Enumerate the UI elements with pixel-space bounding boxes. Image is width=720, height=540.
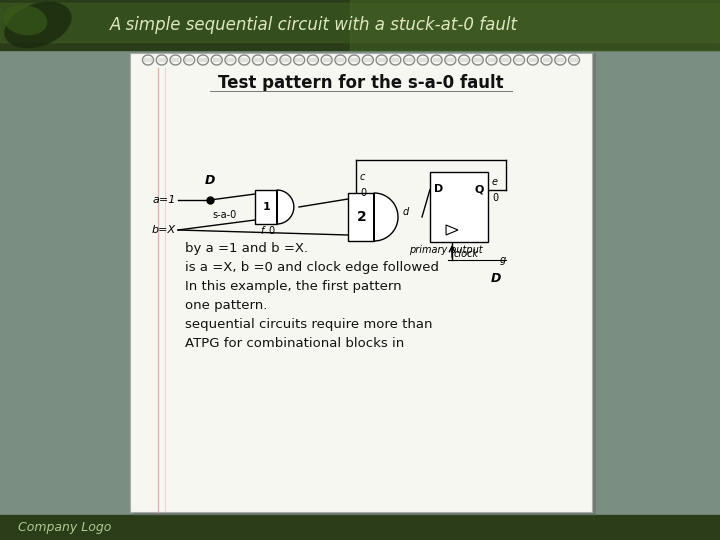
Text: f: f bbox=[260, 226, 264, 236]
Polygon shape bbox=[350, 58, 358, 62]
Text: 0: 0 bbox=[268, 226, 274, 236]
Text: g: g bbox=[500, 255, 506, 265]
Text: one pattern.: one pattern. bbox=[185, 299, 267, 312]
Text: is a =X, b =0 and clock edge followed: is a =X, b =0 and clock edge followed bbox=[185, 261, 439, 274]
Polygon shape bbox=[255, 190, 276, 224]
Polygon shape bbox=[158, 58, 166, 62]
Text: clock: clock bbox=[454, 249, 480, 259]
Text: 2: 2 bbox=[357, 210, 367, 224]
Polygon shape bbox=[374, 193, 398, 241]
Polygon shape bbox=[460, 58, 468, 62]
Polygon shape bbox=[134, 53, 596, 516]
Polygon shape bbox=[185, 58, 193, 62]
Text: Test pattern for the s-a-0 fault: Test pattern for the s-a-0 fault bbox=[218, 74, 504, 92]
Polygon shape bbox=[501, 58, 509, 62]
Polygon shape bbox=[212, 58, 221, 62]
Text: 0: 0 bbox=[360, 188, 366, 198]
Polygon shape bbox=[227, 58, 235, 62]
Text: 0: 0 bbox=[492, 193, 498, 203]
Polygon shape bbox=[309, 58, 317, 62]
Bar bbox=[430, 172, 488, 242]
Polygon shape bbox=[199, 58, 207, 62]
Polygon shape bbox=[282, 58, 289, 62]
Polygon shape bbox=[276, 190, 294, 224]
Text: D: D bbox=[491, 272, 501, 285]
Text: by a =1 and b =X.: by a =1 and b =X. bbox=[185, 242, 308, 255]
Polygon shape bbox=[515, 58, 523, 62]
Polygon shape bbox=[144, 58, 152, 62]
Text: A simple sequential circuit with a stuck-at-0 fault: A simple sequential circuit with a stuck… bbox=[110, 16, 518, 34]
Polygon shape bbox=[295, 58, 303, 62]
Text: D: D bbox=[204, 174, 215, 187]
Text: 1: 1 bbox=[263, 202, 271, 212]
Text: a=1: a=1 bbox=[153, 195, 176, 205]
Text: e: e bbox=[492, 177, 498, 187]
Ellipse shape bbox=[3, 5, 48, 35]
Text: primary output: primary output bbox=[410, 245, 483, 255]
Polygon shape bbox=[268, 58, 276, 62]
Polygon shape bbox=[487, 58, 495, 62]
Polygon shape bbox=[446, 58, 454, 62]
Text: b=X: b=X bbox=[152, 225, 176, 235]
Text: Q: Q bbox=[474, 185, 484, 194]
Polygon shape bbox=[171, 58, 179, 62]
Polygon shape bbox=[130, 53, 592, 512]
Polygon shape bbox=[254, 58, 262, 62]
Polygon shape bbox=[323, 58, 330, 62]
Text: d: d bbox=[403, 207, 409, 217]
Polygon shape bbox=[419, 58, 427, 62]
Text: c: c bbox=[360, 172, 365, 182]
Polygon shape bbox=[557, 58, 564, 62]
Polygon shape bbox=[528, 58, 537, 62]
Polygon shape bbox=[377, 58, 386, 62]
Polygon shape bbox=[336, 58, 344, 62]
Text: s-a-0: s-a-0 bbox=[212, 210, 236, 220]
Polygon shape bbox=[474, 58, 482, 62]
Polygon shape bbox=[240, 58, 248, 62]
Text: Company Logo: Company Logo bbox=[18, 522, 112, 535]
Text: D: D bbox=[434, 185, 444, 194]
Polygon shape bbox=[364, 58, 372, 62]
Text: ATPG for combinational blocks in: ATPG for combinational blocks in bbox=[185, 337, 404, 350]
Polygon shape bbox=[542, 58, 551, 62]
Text: sequential circuits require more than: sequential circuits require more than bbox=[185, 318, 433, 331]
Polygon shape bbox=[433, 58, 441, 62]
Polygon shape bbox=[348, 193, 374, 241]
Polygon shape bbox=[392, 58, 400, 62]
Polygon shape bbox=[405, 58, 413, 62]
Polygon shape bbox=[570, 58, 578, 62]
Text: In this example, the first pattern: In this example, the first pattern bbox=[185, 280, 402, 293]
Ellipse shape bbox=[4, 2, 72, 48]
